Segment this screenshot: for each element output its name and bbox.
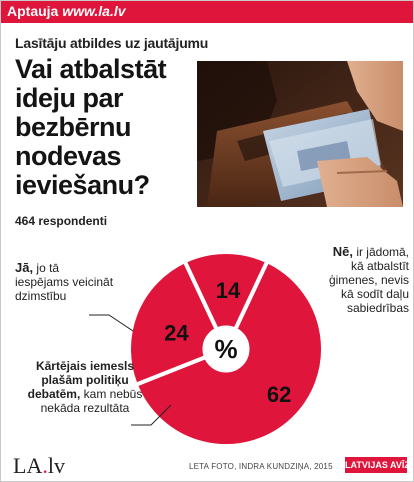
annotation-kartejais-text: kam nebūs nekāda rezultāta — [40, 387, 143, 415]
pie-slice-2 — [182, 250, 270, 351]
annotation-ja-text: jo tā iespējams veicināt dzimstību — [15, 261, 114, 303]
annotation-kartejais-bold: Kārtējais iemesls plašām politiķu debatē… — [27, 359, 135, 401]
center-hole — [202, 325, 250, 373]
annotation-ne-text: ir jādomā, kā atbalstīt ģimenes, nevis k… — [328, 245, 409, 315]
header-label: Aptauja — [7, 3, 59, 19]
annotation-ne: Nē, ir jādomā, kā atbalstīt ģimenes, nev… — [321, 244, 409, 316]
value-label-1: 24 — [164, 320, 189, 345]
question-title: Vai atbalstāt ideju par bezbērnu nodevas… — [15, 54, 167, 200]
header-title: Aptauja www.la.lv — [7, 3, 126, 19]
callout-lines — [89, 314, 172, 426]
value-label-0: 62 — [267, 382, 291, 407]
center-label: % — [214, 334, 237, 364]
value-labels: 62 24 14 — [164, 278, 291, 407]
callout-kartejais — [131, 404, 172, 426]
wallet-photo-illustration — [197, 61, 403, 207]
annotation-ja: Jā, jo tā iespējams veicināt dzimstību — [15, 260, 115, 304]
wallet-photo — [197, 61, 403, 207]
pie-slice-1 — [127, 259, 228, 387]
brand-badge[interactable]: LATVIJAS AVĪZE — [345, 457, 413, 473]
header-site[interactable]: www.la.lv — [62, 3, 126, 19]
respondent-count: 464 respondenti — [15, 214, 108, 228]
la-lv-logo[interactable]: LA.lv — [13, 453, 65, 479]
annotation-ja-bold: Jā, — [15, 260, 34, 275]
annotation-kartejais: Kārtējais iemesls plašām politiķu debatē… — [15, 359, 155, 415]
header-bar: Aptauja www.la.lv — [1, 1, 413, 23]
logo-part-a: LA — [13, 453, 43, 478]
annotation-ne-bold: Nē, — [332, 244, 353, 259]
value-label-2: 14 — [216, 278, 241, 303]
photo-credit: LETA FOTO, INDRA KUNDZIŅA, 2015 — [189, 462, 333, 471]
logo-dot: . — [42, 453, 48, 478]
callout-ja — [89, 314, 134, 332]
subtitle: Lasītāju atbildes uz jautājumu — [15, 35, 209, 51]
logo-part-b: lv — [47, 453, 65, 478]
